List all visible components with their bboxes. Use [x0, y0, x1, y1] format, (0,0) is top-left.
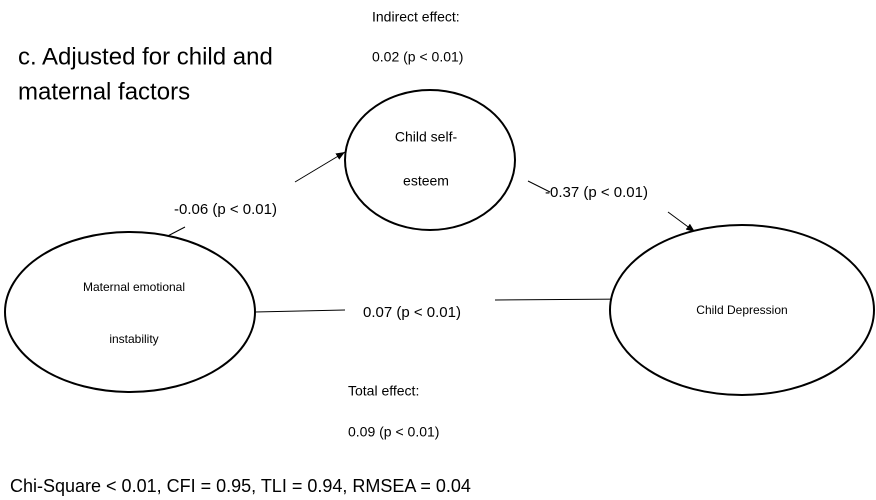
edge-label: 0.07 (p < 0.01) — [363, 304, 461, 321]
node — [609, 224, 875, 396]
node-label: Child self- — [395, 129, 458, 145]
total-value: 0.09 (p < 0.01) — [348, 424, 439, 440]
edge-line — [254, 309, 346, 313]
edge-arrow — [667, 211, 696, 233]
indirect-value: 0.02 (p < 0.01) — [372, 49, 463, 65]
title-line: c. Adjusted for child and — [18, 43, 273, 70]
edge-label: -0.06 (p < 0.01) — [174, 201, 277, 218]
total-label: Total effect: — [348, 383, 419, 399]
edge-arrow — [494, 295, 634, 303]
edge-label: -0.37 (p < 0.01) — [545, 184, 648, 201]
node-label: Maternal emotional — [83, 280, 185, 294]
edge-arrow — [294, 151, 346, 183]
node-label: Child Depression — [696, 303, 787, 317]
edge-line — [527, 180, 551, 193]
node-label: esteem — [403, 173, 449, 189]
indirect-label: Indirect effect: — [372, 9, 460, 25]
node-label: instability — [109, 332, 158, 346]
node — [344, 89, 516, 231]
node — [4, 231, 256, 393]
title-line: maternal factors — [18, 78, 190, 105]
fit-stats: Chi-Square < 0.01, CFI = 0.95, TLI = 0.9… — [10, 476, 471, 496]
